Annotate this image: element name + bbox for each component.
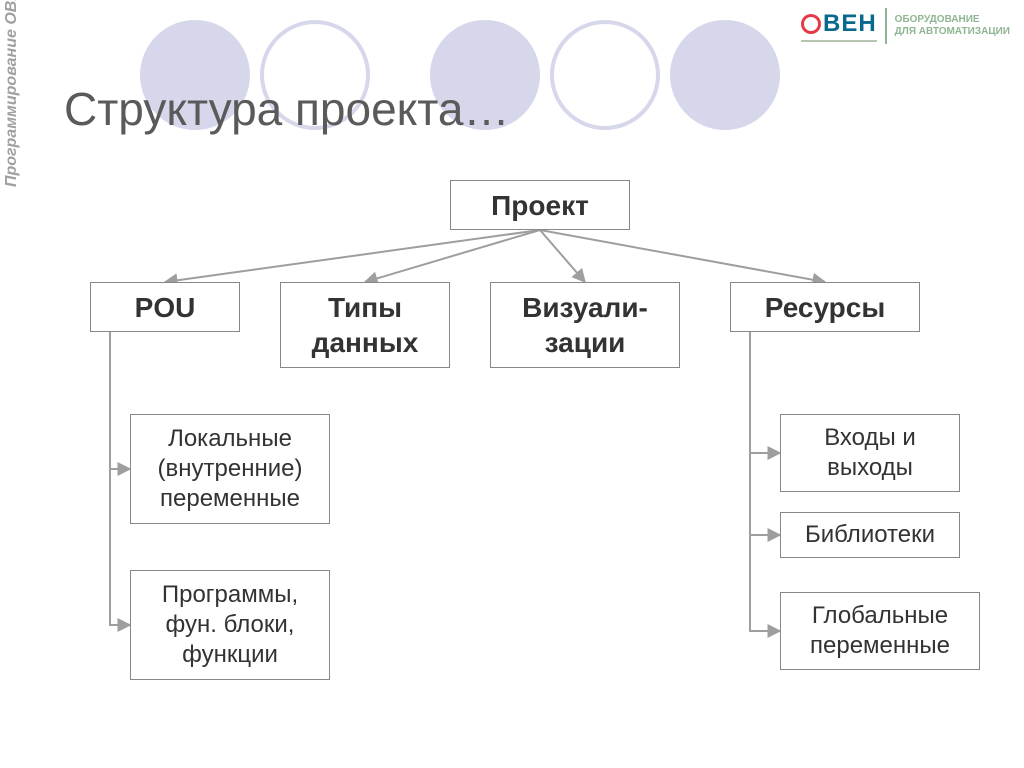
node-globals: Глобальныепеременные (780, 592, 980, 670)
edge-root-types (365, 230, 540, 282)
edge-resources-globals (750, 332, 780, 631)
edge-root-visual (540, 230, 585, 282)
node-io: Входы ивыходы (780, 414, 960, 492)
node-resources: Ресурсы (730, 282, 920, 332)
edge-root-resources (540, 230, 825, 282)
node-pou: POU (90, 282, 240, 332)
edge-resources-libs (750, 332, 780, 535)
edge-pou-local (110, 332, 130, 469)
edge-root-pou (165, 230, 540, 282)
node-types: Типыданных (280, 282, 450, 368)
node-local: Локальные(внутренние)переменные (130, 414, 330, 524)
edge-resources-io (750, 332, 780, 453)
node-libs: Библиотеки (780, 512, 960, 558)
node-visual: Визуали-зации (490, 282, 680, 368)
diagram-container: Проект POU Типыданных Визуали-зации Ресурсы Л… (0, 0, 1024, 768)
node-programs: Программы,фун. блоки,функции (130, 570, 330, 680)
node-root: Проект (450, 180, 630, 230)
edge-pou-programs (110, 332, 130, 625)
